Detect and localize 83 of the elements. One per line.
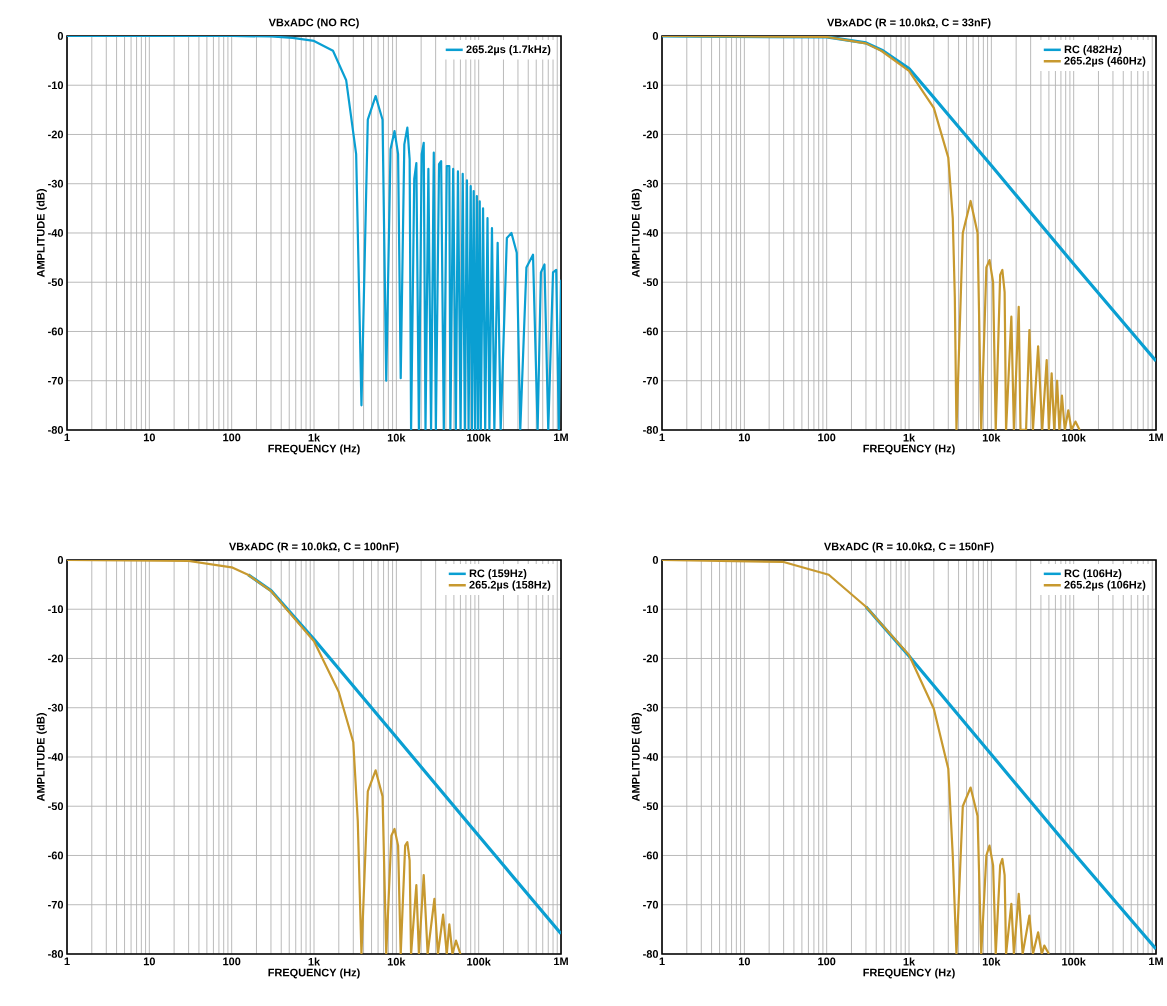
y-tick-label: -30 [643, 703, 659, 712]
y-tick-label: -10 [643, 81, 659, 90]
y-tick-label: -60 [48, 851, 64, 860]
x-tick-label: 10k [387, 957, 406, 966]
x-tick-label: 10 [143, 957, 155, 966]
x-tick-label: 1 [659, 957, 665, 966]
y-tick-label: -50 [643, 802, 659, 811]
x-tick-label: 1 [64, 433, 70, 442]
x-tick-label: 100 [818, 957, 836, 966]
y-tick-label: -60 [48, 327, 64, 336]
y-tick-label: -80 [48, 950, 64, 958]
x-tick-label: 1M [1149, 433, 1163, 442]
legend-label: RC (159Hz) [469, 569, 527, 580]
y-tick-label: 0 [652, 556, 659, 564]
x-tick-label: 100k [467, 957, 491, 966]
x-axis-title: FREQUENCY (Hz) [863, 968, 955, 979]
legend-label: RC (106Hz) [1064, 569, 1122, 580]
chart-title: VBxADC (R = 10.0kΩ, C = 33nF) [827, 18, 991, 29]
y-tick-label: 0 [57, 32, 64, 40]
x-tick-label: 100k [467, 433, 491, 442]
chart-title: VBxADC (NO RC) [268, 18, 359, 29]
x-tick-label: 10 [143, 433, 155, 442]
x-tick-label: 1 [659, 433, 665, 442]
y-tick-label: -70 [48, 376, 64, 385]
y-tick-label: -40 [643, 753, 659, 761]
x-axis-title: FREQUENCY (Hz) [268, 444, 360, 455]
y-tick-label: 0 [57, 556, 64, 564]
y-tick-label: -70 [643, 900, 659, 909]
y-tick-label: -50 [643, 278, 659, 287]
y-tick-label: -50 [48, 802, 64, 811]
x-tick-label: 10 [738, 957, 750, 966]
x-axis-title: FREQUENCY (Hz) [268, 968, 360, 979]
y-tick-label: -30 [643, 179, 659, 188]
x-axis-title: FREQUENCY (Hz) [863, 444, 955, 455]
y-tick-label: -80 [48, 426, 64, 434]
y-tick-label: -30 [48, 179, 64, 188]
x-tick-label: 100k [1062, 957, 1086, 966]
y-tick-label: -50 [48, 278, 64, 287]
legend-label: 265.2µs (106Hz) [1064, 580, 1146, 591]
legend-label: 265.2µs (460Hz) [1064, 56, 1146, 67]
y-tick-label: -30 [48, 703, 64, 712]
y-tick-label: -60 [643, 851, 659, 860]
x-tick-label: 1M [554, 433, 568, 442]
x-tick-label: 1 [64, 957, 70, 966]
y-axis-title: AMPLITUDE (dB) [36, 189, 47, 278]
x-tick-label: 1k [308, 957, 321, 966]
x-tick-label: 100 [223, 433, 241, 442]
x-tick-label: 1k [903, 957, 916, 966]
y-tick-label: -80 [643, 426, 659, 434]
y-tick-label: -70 [643, 376, 659, 385]
chart-title: VBxADC (R = 10.0kΩ, C = 100nF) [229, 542, 399, 553]
x-tick-label: 10 [738, 433, 750, 442]
y-tick-label: -40 [48, 753, 64, 761]
x-tick-label: 10k [982, 433, 1001, 442]
y-axis-title: AMPLITUDE (dB) [631, 189, 642, 278]
y-tick-label: -80 [643, 950, 659, 958]
y-tick-label: -20 [643, 130, 659, 139]
y-tick-label: -40 [48, 229, 64, 237]
x-tick-label: 10k [387, 433, 406, 442]
y-tick-label: -60 [643, 327, 659, 336]
y-axis-title: AMPLITUDE (dB) [631, 713, 642, 802]
y-tick-label: -20 [48, 654, 64, 663]
y-tick-label: -70 [48, 900, 64, 909]
x-tick-label: 1k [308, 433, 321, 442]
y-tick-label: -10 [48, 605, 64, 614]
x-tick-label: 10k [982, 957, 1001, 966]
x-tick-label: 100 [223, 957, 241, 966]
x-tick-label: 1M [1149, 957, 1163, 966]
y-tick-label: -20 [48, 130, 64, 139]
x-tick-label: 1M [554, 957, 568, 966]
y-tick-label: -20 [643, 654, 659, 663]
legend-label: RC (482Hz) [1064, 45, 1122, 56]
chart-title: VBxADC (R = 10.0kΩ, C = 150nF) [824, 542, 994, 553]
x-tick-label: 1k [903, 433, 916, 442]
y-tick-label: 0 [652, 32, 659, 40]
legend-label: 265.2µs (158Hz) [469, 580, 551, 591]
x-tick-label: 100k [1062, 433, 1086, 442]
y-tick-label: -10 [48, 81, 64, 90]
y-axis-title: AMPLITUDE (dB) [36, 713, 47, 802]
y-tick-label: -10 [643, 605, 659, 614]
x-tick-label: 100 [818, 433, 836, 442]
y-tick-label: -40 [643, 229, 659, 237]
legend-label: 265.2µs (1.7kHz) [466, 45, 551, 56]
